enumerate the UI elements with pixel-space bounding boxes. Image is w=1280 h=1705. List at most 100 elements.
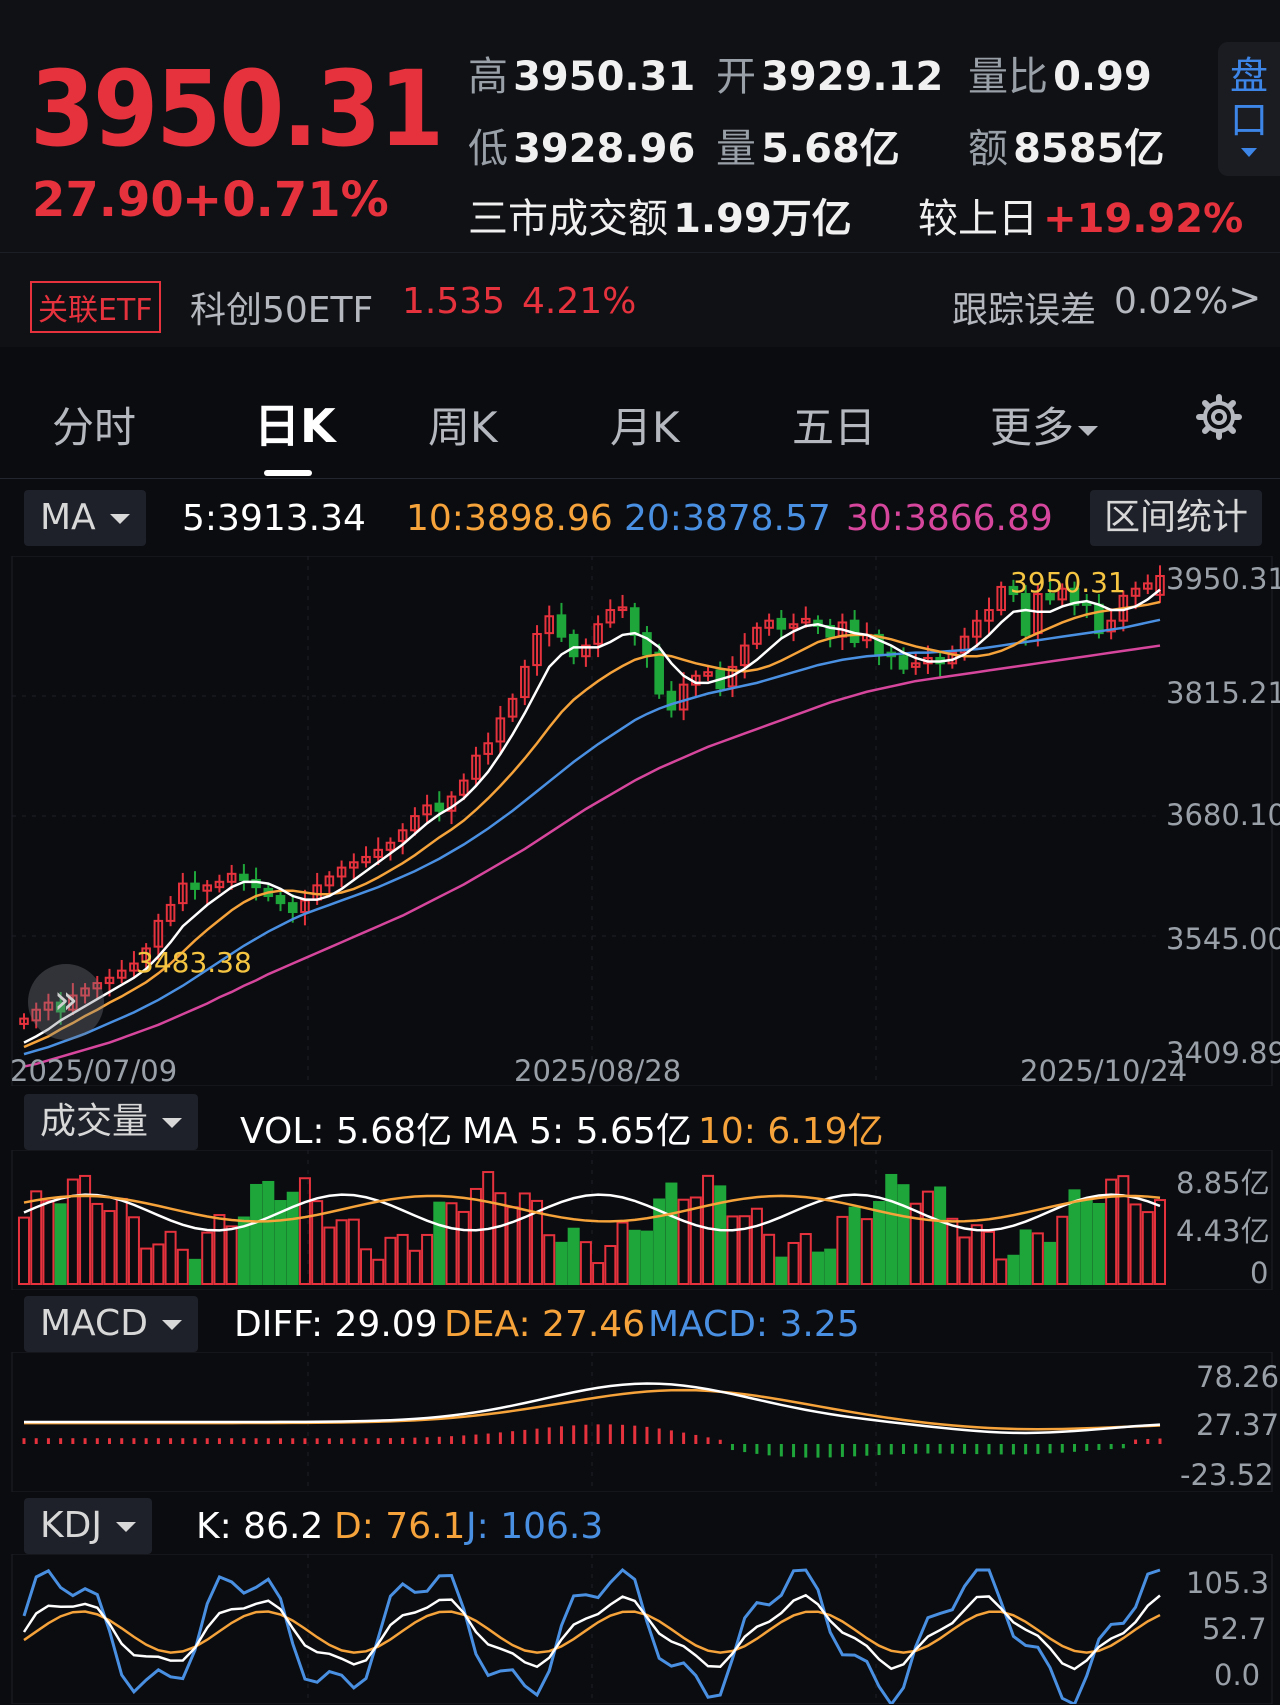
candle-body [581,644,591,658]
caret-down-icon [1078,425,1099,436]
candle-body [1045,593,1055,601]
kdj-j: J: 106.3 [466,1506,604,1547]
volume-bar [665,1182,678,1286]
volume-bar [457,1210,470,1286]
volume-bar [1056,1215,1069,1285]
candle-body [1081,601,1092,606]
last-price: 3950.31 [30,48,444,170]
settings-gear-icon[interactable] [1196,394,1242,444]
tab-intraday[interactable]: 分时 [52,403,137,452]
volume-bar [225,1225,238,1285]
etf-name: 科创50ETF [190,290,374,331]
range-stats-button[interactable]: 区间统计 [1090,490,1263,546]
kdj-chart[interactable] [0,1554,1280,1704]
ma5-line [23,588,1161,1044]
volume-bar [433,1201,446,1285]
volume-bar [421,1233,434,1285]
candle-body [239,873,249,882]
volume-bar [384,1236,397,1285]
candle-body [165,903,176,922]
volume-selector[interactable]: 成交量 [24,1094,199,1150]
candle-body [971,619,982,638]
ma5-value: 5:3913.34 [182,498,366,539]
macd-chart[interactable] [0,1352,1280,1492]
ma-selector[interactable]: MA [24,490,146,546]
candle-body [520,665,530,699]
candle-body [666,690,677,711]
candle-body [544,615,555,635]
stat-low: 低 3928.96 [468,126,696,172]
caret-down-icon [109,514,130,524]
candle-body [80,987,90,997]
candle-body [116,969,127,979]
chevron-right-icon: > [1228,275,1262,321]
candle-body [788,623,799,629]
volume-bar [763,1233,776,1285]
volume-bar [115,1197,128,1285]
macd-diff: DIFF: 29.09 [234,1304,438,1345]
volume-ma10-line [23,1194,1161,1223]
tab-monthly-k[interactable]: 月K [610,403,680,452]
stat-vs-prev: 较上日 +19.92% [918,196,1244,242]
y-axis-label: 27.37 [1196,1408,1280,1442]
volume-bar [1105,1178,1118,1285]
volume-bar [494,1192,507,1285]
y-axis-label: 52.7 [1202,1612,1267,1646]
related-etf-row[interactable]: 关联ETF 科创50ETF 1.535 4.21% 跟踪误差 0.02% > [0,252,1280,347]
candle-body [471,754,481,780]
candle-body [495,717,506,743]
tab-daily-k[interactable]: 日K [254,399,336,453]
candle-body [752,626,762,645]
period-tabs: 分时 日K 周K 月K 五日 更多 [0,364,1280,478]
volume-bar [164,1230,177,1285]
candle-body [275,895,286,905]
volume-bar [836,1215,849,1285]
kdj-selector[interactable]: KDJ [24,1498,152,1554]
volume-bar [1019,1229,1032,1286]
volume-bar [372,1258,385,1285]
volume-bar [921,1190,934,1285]
candlestick-chart[interactable] [0,556,1280,1086]
volume-bar [811,1251,824,1286]
etf-price: 1.535 [402,281,506,322]
volume-ma5-line [23,1193,1161,1232]
volume-bar [54,1203,67,1285]
panel-frame [11,1554,1273,1704]
candle-body [825,625,835,638]
candle-body [349,861,359,869]
candle-body [104,976,115,985]
volume-chart[interactable] [0,1150,1280,1290]
candle-body [1106,619,1116,633]
tab-weekly-k[interactable]: 周K [428,403,498,452]
caret-down-icon [115,1522,136,1532]
candle-body [678,683,689,711]
volume-bar [518,1192,531,1286]
tab-five-day[interactable]: 五日 [792,403,877,452]
volume-bar [286,1191,299,1285]
candle-body [422,804,432,816]
candle-body [1008,585,1019,596]
collapse-icon[interactable]: » [28,964,104,1040]
volume-bar [714,1185,727,1285]
volume-bar [127,1216,140,1285]
volume-bar [1153,1199,1167,1285]
candle-body [19,1017,29,1025]
ma20-value: 20:3878.57 [624,498,831,539]
volume-bar [531,1199,544,1285]
kdj-k: K: 86.2 [196,1506,324,1547]
volume-bar [799,1233,812,1285]
volume-bar [616,1221,629,1285]
volume-bar [201,1231,214,1286]
stat-high: 高 3950.31 [468,54,696,100]
macd-selector[interactable]: MACD [24,1296,198,1352]
candle-body [703,671,713,677]
candle-body [483,742,493,755]
volume-bar [360,1248,373,1285]
volume-bar [250,1183,263,1285]
candle-body [1130,587,1141,597]
tab-more[interactable]: 更多 [990,394,1099,455]
pankou-button[interactable]: 盘口 [1218,42,1280,176]
caret-down-icon [161,1320,182,1330]
candle-body [617,606,628,612]
active-tab-indicator [264,470,312,476]
